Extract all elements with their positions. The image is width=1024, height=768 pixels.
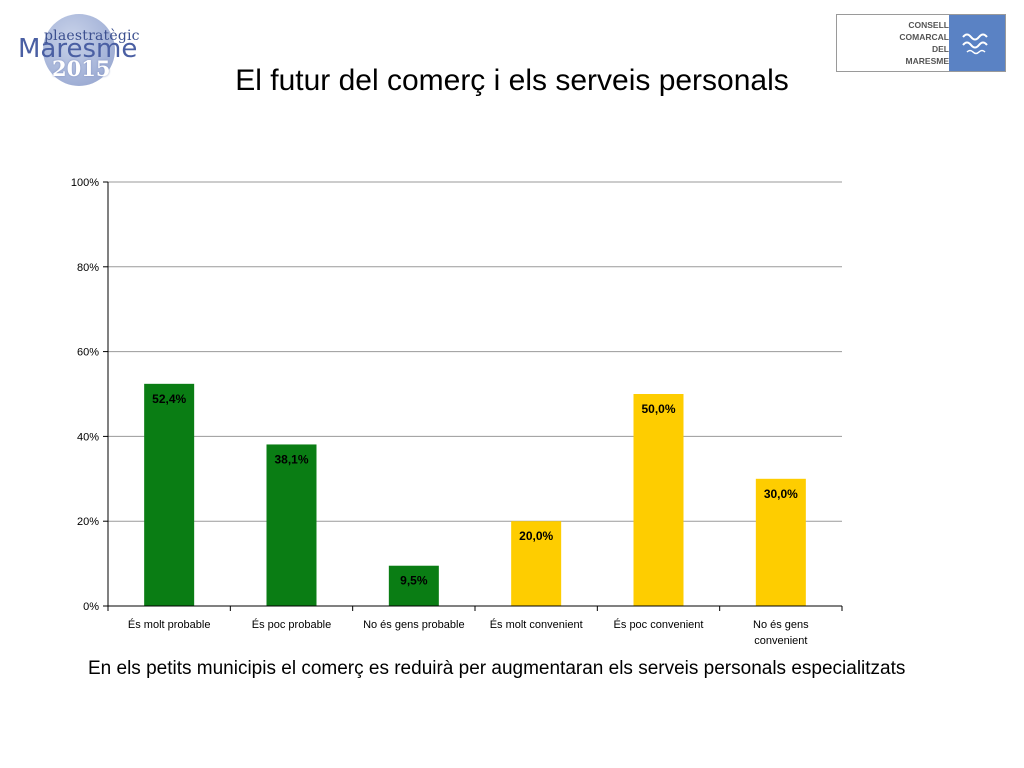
caption-text: En els petits municipis el comerç es red… [88,658,906,679]
bar [266,444,317,606]
data-label: 38,1% [274,452,308,466]
data-label: 52,4% [152,392,186,406]
consell-emblem-icon [949,15,1005,71]
y-tick-label: 80% [77,262,99,274]
data-label: 20,0% [519,529,553,543]
y-tick-label: 60% [77,347,99,359]
bar [388,565,439,606]
x-tick-label: És poc convenient [614,618,704,631]
bar [144,383,195,606]
data-label: 30,0% [764,487,798,501]
x-tick-label: És poc probable [252,618,332,631]
logo-circle [43,14,115,86]
consell-logo-line: MARESME [905,56,949,66]
x-tick-label: No és gens convenient [753,619,809,647]
consell-comarcal-logo: CONSELL COMARCAL DEL MARESME [836,14,1006,72]
bar [511,521,562,606]
data-label: 50,0% [641,402,675,416]
consell-logo-line: COMARCAL [899,32,949,42]
y-tick-label: 100% [71,177,99,189]
bar [755,478,806,606]
consell-logo-line: CONSELL [908,20,949,30]
y-tick-label: 20% [77,516,99,528]
logo-pla-text: plaestratègic [44,28,140,44]
y-tick-label: 0% [83,601,99,613]
bar [633,394,684,606]
logo-maresme-text: Maresme [18,34,138,64]
plaestrategic-maresme-logo: plaestratègic Maresme 2015 [18,12,148,90]
consell-logo-line: DEL [932,44,949,54]
x-tick-label: És molt probable [128,618,211,631]
page-title: El futur del comerç i els serveis person… [0,64,1024,98]
logo-year-text: 2015 [52,56,111,81]
y-tick-label: 40% [77,431,99,443]
x-tick-label: No és gens probable [363,619,465,631]
x-tick-label: És molt convenient [490,618,583,631]
data-label: 9,5% [400,574,428,588]
consell-logo-text: CONSELL COMARCAL DEL MARESME [841,19,949,67]
page-title-text: El futur del comerç i els serveis person… [235,64,789,97]
